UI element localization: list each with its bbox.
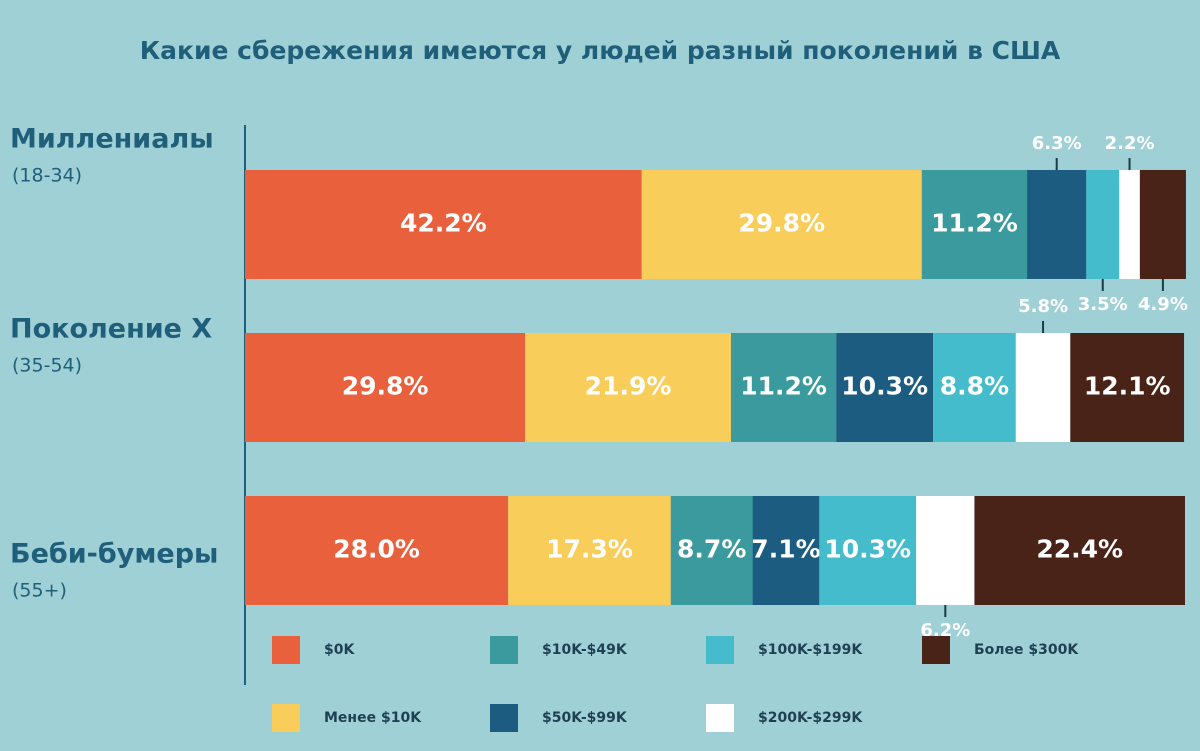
bar-segment [752,496,820,605]
bar-segment [819,496,917,605]
value-label: 10.3% [824,535,911,564]
row-label: Миллениалы [10,124,214,155]
bar-segment [1027,170,1087,279]
bar-segment [245,496,509,605]
legend-swatch [272,636,300,664]
value-label: 21.9% [585,372,672,401]
value-label: 8.7% [677,535,746,564]
chart-title: Какие сбережения имеются у людей разный … [140,36,1061,65]
bar-segment [921,170,1028,279]
row-age-label: (18-34) [12,165,82,187]
value-label: 11.2% [740,372,827,401]
legend-swatch [272,704,300,732]
value-label: 28.0% [333,535,420,564]
row-label: Беби-бумеры [10,539,218,570]
bar-segment [641,170,922,279]
value-label: 29.8% [342,372,429,401]
bar-segment [1015,333,1071,442]
value-label: 5.8% [1018,296,1068,317]
value-label: 2.2% [1105,133,1155,154]
value-label: 3.5% [1078,294,1128,315]
value-label: 8.8% [940,372,1009,401]
bar-segment [933,333,1016,442]
value-label: 7.1% [751,535,820,564]
value-label: 29.8% [738,209,825,238]
bar-segment [1086,170,1120,279]
bar-segment [836,333,934,442]
value-label: 17.3% [546,535,633,564]
value-label: 4.9% [1138,294,1188,315]
bar-segment [508,496,671,605]
bar-segment [1119,170,1140,279]
legend-label: $50K-$99K [542,710,628,726]
legend-label: Более $300K [974,642,1079,658]
value-label: 6.2% [920,620,970,641]
value-label: 10.3% [841,372,928,401]
value-label: 11.2% [931,209,1018,238]
legend-label: $100K-$199K [758,642,863,658]
bar-segment [525,333,731,442]
legend-swatch [490,636,518,664]
legend-swatch [706,704,734,732]
bar-segment [245,333,526,442]
value-label: 6.3% [1032,133,1082,154]
bar-segment [245,170,642,279]
legend-label: $0K [324,642,355,658]
row-age-label: (55+) [12,580,67,602]
bar-segment [1139,170,1186,279]
value-label: 12.1% [1084,372,1171,401]
legend-swatch [922,636,950,664]
value-label: 42.2% [400,209,487,238]
bar-segment [916,496,975,605]
legend-swatch [706,636,734,664]
bar-segment [730,333,837,442]
bar-segment [974,496,1185,605]
bar-segment [670,496,753,605]
legend-label: $200K-$299K [758,710,863,726]
legend-label: $10K-$49K [542,642,628,658]
legend-swatch [490,704,518,732]
value-label: 22.4% [1036,535,1123,564]
legend-label: Менее $10K [324,710,422,726]
row-label: Поколение X [10,314,212,345]
row-age-label: (35-54) [12,355,82,377]
bar-segment [1070,333,1185,442]
